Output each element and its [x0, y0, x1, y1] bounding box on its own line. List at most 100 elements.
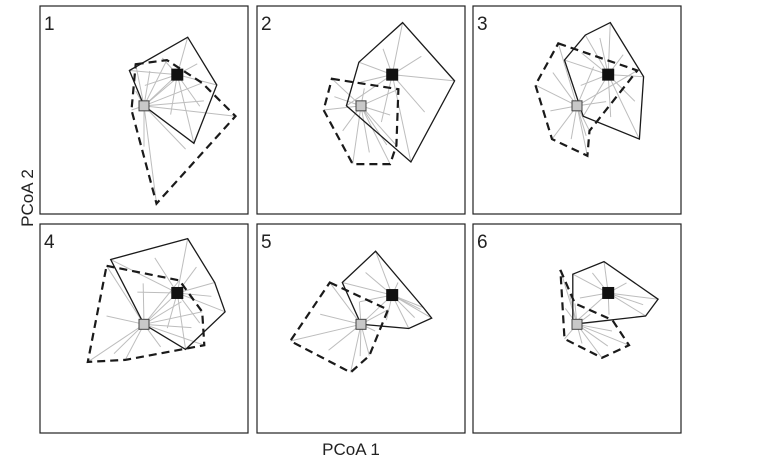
spoke-line: [576, 66, 595, 107]
spoke-line: [329, 282, 362, 325]
gray-centroid-marker: [138, 318, 150, 330]
spoke-line: [143, 70, 151, 106]
dashed-hull: [130, 58, 238, 206]
spoke-line: [143, 311, 203, 325]
spoke-line: [176, 74, 195, 144]
gray-centroid-marker: [571, 318, 583, 330]
spoke-line: [360, 105, 391, 165]
spoke-line: [576, 323, 630, 346]
spoke-line: [576, 323, 613, 332]
panel-grid: 1 2 3 4 5 6: [39, 5, 682, 434]
spoke-line: [143, 301, 182, 325]
spoke-line: [143, 100, 204, 107]
spoke-line: [576, 324, 603, 359]
dashed-hull: [86, 264, 206, 364]
black-centroid-marker: [386, 68, 399, 81]
spoke-line: [352, 105, 362, 165]
spoke-line: [392, 74, 455, 82]
spoke-line: [143, 105, 186, 150]
x-axis-label: PCoA 1: [322, 440, 380, 459]
spoke-line: [320, 313, 362, 325]
spoke-line: [342, 282, 393, 296]
spoke-line: [391, 74, 426, 113]
spoke-line: [360, 105, 397, 146]
black-centroid-marker: [386, 289, 399, 302]
dashed-hull: [288, 281, 390, 374]
spoke-line: [360, 105, 388, 146]
spoke-line: [143, 59, 168, 107]
spoke-line: [135, 64, 145, 106]
spoke-line: [570, 105, 578, 140]
dashed-hull: [322, 77, 400, 166]
spoke-line: [559, 269, 578, 325]
spoke-line: [607, 74, 612, 118]
spoke-line: [350, 324, 362, 373]
dashed-hull: [534, 42, 640, 158]
spoke-line: [360, 105, 370, 153]
spoke-line: [290, 323, 362, 342]
spoke-line: [137, 291, 178, 294]
spoke-line: [110, 259, 178, 294]
spoke-line: [551, 105, 578, 140]
panel-4: 4: [39, 223, 249, 434]
solid-hull: [563, 21, 645, 141]
spoke-line: [607, 74, 640, 140]
panel-3: 3: [472, 5, 682, 215]
solid-hull: [572, 260, 660, 326]
spoke-line: [143, 323, 192, 329]
spoke-line: [176, 292, 187, 350]
gray-centroid-marker: [355, 100, 367, 112]
spoke-line: [607, 292, 646, 317]
spoke-line: [177, 282, 215, 294]
spoke-line: [391, 74, 412, 163]
black-centroid-marker: [602, 68, 615, 81]
spoke-line: [106, 265, 145, 325]
spoke-line: [106, 315, 145, 325]
spoke-line: [552, 72, 578, 107]
panel-6: 6: [472, 223, 682, 434]
panel-1: 1: [39, 5, 249, 215]
panel-number: 1: [44, 14, 55, 35]
spoke-line: [177, 292, 226, 313]
dashed-hull: [559, 269, 631, 360]
spoke-line: [535, 84, 578, 107]
spoke-line: [143, 105, 236, 117]
spoke-line: [346, 74, 393, 107]
panel-number: 3: [477, 14, 488, 35]
panel-2: 2: [256, 5, 466, 215]
spoke-line: [608, 292, 659, 300]
black-centroid-marker: [171, 286, 184, 299]
panel-number: 6: [477, 232, 488, 253]
spoke-line: [584, 34, 609, 75]
spoke-line: [599, 37, 609, 75]
spoke-line: [576, 70, 638, 107]
spoke-line: [380, 74, 393, 123]
spoke-line: [176, 238, 189, 294]
black-centroid-marker: [171, 68, 184, 81]
spoke-line: [143, 82, 203, 107]
gray-centroid-marker: [138, 100, 150, 112]
spoke-line: [576, 105, 588, 156]
spoke-line: [87, 323, 145, 363]
gray-centroid-marker: [355, 318, 367, 330]
spoke-line: [375, 250, 393, 296]
spoke-line: [360, 88, 399, 107]
spoke-line: [564, 59, 609, 76]
spoke-line: [391, 22, 404, 75]
panel-number: 2: [261, 14, 272, 35]
panel-number: 4: [44, 232, 55, 253]
spoke-line: [557, 43, 578, 106]
spoke-line: [323, 105, 362, 111]
panel-number: 5: [261, 232, 272, 253]
solid-hull: [128, 36, 218, 145]
y-axis-label: PCoA 2: [18, 169, 37, 227]
solid-hull: [345, 21, 456, 164]
spoke-line: [124, 324, 145, 361]
spoke-line: [143, 105, 157, 204]
spoke-line: [607, 22, 611, 75]
gray-centroid-marker: [571, 100, 583, 112]
panel-5: 5: [256, 223, 466, 434]
spoke-line: [142, 283, 145, 325]
black-centroid-marker: [602, 286, 615, 299]
